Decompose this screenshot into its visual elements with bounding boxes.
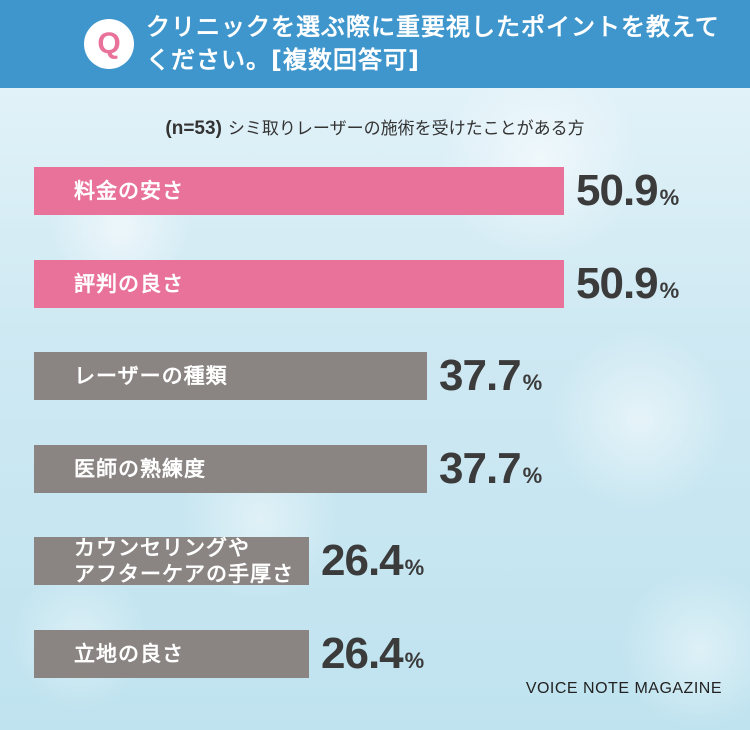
bar-1 — [34, 167, 564, 215]
bar-label-line: カウンセリングや — [74, 536, 250, 560]
bar-value-number: 26.4 — [321, 628, 404, 678]
bar-value-2: 50.9% — [576, 258, 680, 315]
bar-2 — [34, 259, 564, 308]
bar-label-1: 料金の安さ — [74, 178, 184, 204]
bar-label-2: 評判の良さ — [74, 271, 184, 297]
bar-3 — [34, 352, 427, 400]
bar-label-line: 評判の良さ — [74, 271, 184, 296]
bar-value-4: 37.7% — [439, 443, 543, 500]
q-badge-letter: Q — [97, 27, 121, 60]
bar-6 — [34, 629, 309, 678]
bar-4 — [34, 444, 427, 493]
bar-label-line: レーザーの種類 — [74, 364, 228, 388]
bar-value-unit: % — [659, 185, 680, 210]
bar-label-6: 立地の良さ — [74, 641, 184, 667]
bar-value-unit: % — [659, 277, 680, 303]
bar-label-line: 料金の安さ — [74, 179, 184, 203]
bar-value-unit: % — [404, 555, 425, 580]
bar-value-6: 26.4% — [321, 628, 425, 685]
bar-label-line: 立地の良さ — [74, 641, 184, 666]
q-badge: Q — [84, 19, 134, 69]
bar-label-line: 医師の熟練度 — [74, 456, 206, 481]
bar-value-number: 50.9 — [576, 166, 659, 215]
bar-label-5: カウンセリングや アフターケアの手厚さ — [74, 535, 294, 587]
sample-description: (n=53) シミ取りレーザーの施術を受けたことがある方 — [0, 114, 750, 140]
bar-value-number: 50.9 — [576, 258, 659, 308]
question-text: クリニックを選ぶ際に重要視したポイントを教えてください。[複数回答可] — [146, 13, 720, 74]
bar-value-unit: % — [522, 462, 543, 488]
bar-value-unit: % — [522, 370, 543, 395]
bar-value-number: 26.4 — [321, 536, 404, 585]
bar-value-number: 37.7 — [439, 443, 522, 493]
sample-target: シミ取りレーザーの施術を受けたことがある方 — [227, 119, 585, 139]
bar-5 — [34, 537, 309, 585]
question-header: Q クリニックを選ぶ際に重要視したポイントを教えてください。[複数回答可] — [0, 0, 750, 88]
bar-label-3: レーザーの種類 — [74, 363, 228, 389]
bar-label-line: アフターケアの手厚さ — [74, 562, 294, 586]
bar-value-1: 50.9% — [576, 166, 680, 222]
bar-value-unit: % — [404, 647, 425, 673]
bar-label-4: 医師の熟練度 — [74, 456, 206, 482]
bar-value-number: 37.7 — [439, 351, 522, 400]
watermark: VOICE NOTE MAGAZINE — [525, 680, 722, 697]
bar-value-5: 26.4% — [321, 536, 425, 592]
bar-value-3: 37.7% — [439, 351, 543, 407]
sample-size: (n=53) — [165, 118, 222, 139]
